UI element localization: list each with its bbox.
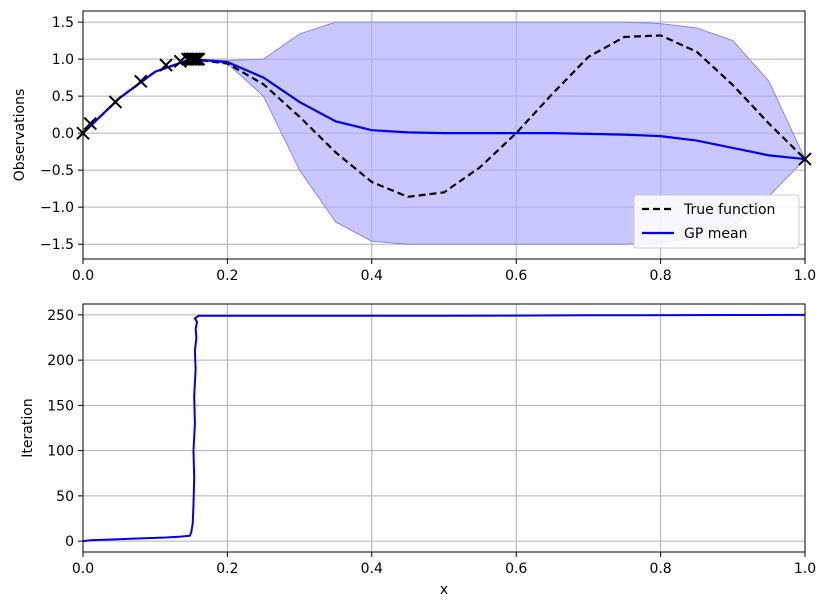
- bottom-y-ticks: 0 50 100 150 200 250: [47, 308, 83, 550]
- bottom-x-tick-label: 0.8: [649, 561, 671, 577]
- top-y-ticks: −1.5 −1.0 −0.5 0.0 0.5 1.0 1.5: [40, 15, 83, 253]
- bottom-y-axis-label: Iteration: [20, 398, 36, 457]
- bottom-x-tick-label: 0.4: [361, 561, 383, 577]
- legend-gp-mean-label: GP mean: [684, 226, 747, 242]
- observation-marker: [159, 58, 173, 72]
- iteration-panel: 0.0 0.2 0.4 0.6 0.8 1.0 0 50 100 150 200 250 Itera…: [20, 303, 816, 598]
- bottom-x-tick-label: 0.0: [72, 561, 94, 577]
- bottom-y-tick-label: 150: [47, 398, 74, 414]
- top-y-axis-label: Observations: [12, 89, 28, 182]
- observation-marker: [186, 52, 200, 66]
- legend-box: [633, 194, 800, 249]
- observation-marker: [190, 52, 204, 66]
- legend-true-function-label: True function: [683, 202, 775, 218]
- top-x-tick-label: 0.8: [649, 268, 671, 284]
- bottom-y-tick-label: 250: [47, 308, 74, 324]
- bottom-y-tick-label: 100: [47, 444, 74, 460]
- observation-marker: [188, 52, 203, 66]
- bottom-grid: [82, 304, 806, 552]
- top-x-tick-label: 0.2: [216, 268, 238, 284]
- top-axes-frame: [82, 10, 806, 260]
- observations-panel: 0.0 0.2 0.4 0.6 0.8 1.0 −1.5 −1.0 −0.5 0.0 0.5 1.0…: [12, 10, 816, 284]
- observation-marker: [191, 52, 206, 66]
- top-y-tick-label: 1.5: [52, 15, 74, 31]
- observation-marker: [108, 95, 123, 109]
- bottom-x-axis-label: x: [440, 582, 448, 598]
- legend: True function GP mean: [633, 194, 800, 249]
- top-x-tick-label: 0.0: [72, 268, 94, 284]
- top-x-tick-label: 0.4: [361, 268, 383, 284]
- top-y-tick-label: −0.5: [40, 163, 74, 179]
- bottom-x-tick-label: 0.2: [216, 561, 238, 577]
- top-x-tick-label: 0.6: [505, 268, 527, 284]
- bottom-y-tick-label: 0: [65, 534, 74, 550]
- top-y-tick-label: −1.5: [40, 237, 74, 253]
- top-y-tick-label: 0.0: [52, 126, 74, 142]
- gp-mean-line: [83, 58, 805, 161]
- bottom-y-tick-label: 50: [56, 489, 74, 505]
- top-x-ticks: 0.0 0.2 0.4 0.6 0.8 1.0: [72, 259, 816, 284]
- top-y-tick-label: −1.0: [40, 200, 74, 216]
- bottom-x-ticks: 0.0 0.2 0.4 0.6 0.8 1.0: [72, 552, 816, 577]
- top-y-tick-label: 1.0: [52, 52, 74, 68]
- observation-markers: [76, 52, 812, 166]
- observation-marker: [187, 52, 201, 66]
- observation-marker: [83, 116, 97, 131]
- iteration-trace-line: [83, 313, 805, 543]
- top-y-tick-label: 0.5: [52, 89, 74, 105]
- bottom-y-tick-label: 200: [47, 353, 74, 369]
- observation-marker: [134, 74, 148, 89]
- bottom-x-tick-label: 1.0: [794, 561, 816, 577]
- top-x-tick-label: 1.0: [794, 268, 816, 284]
- bottom-axes-frame: [82, 303, 806, 553]
- bottom-x-tick-label: 0.6: [505, 561, 527, 577]
